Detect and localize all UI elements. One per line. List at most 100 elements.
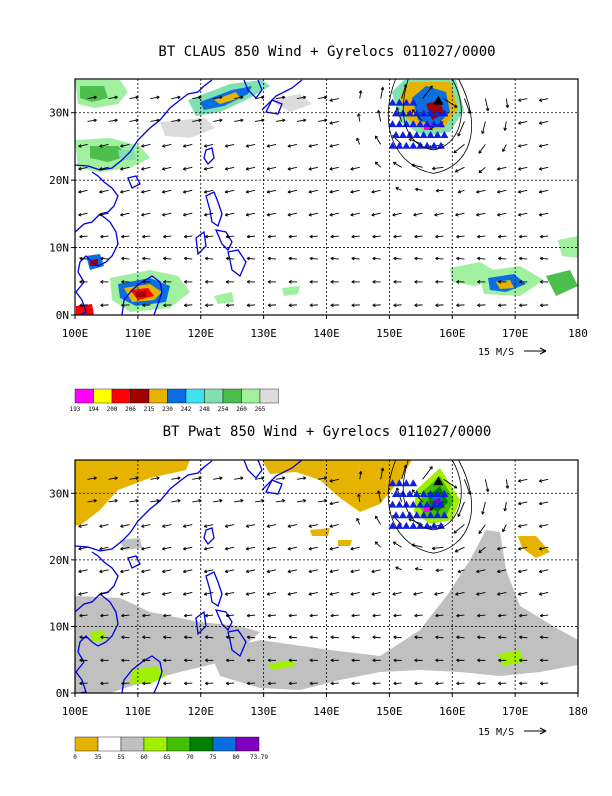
wind-vector [276,477,285,480]
wind-vector [331,636,339,639]
colorbar-label: 193 [70,406,81,413]
wind-vector [539,167,548,170]
wind-vector [183,592,192,595]
wind-vector [373,235,381,238]
wind-vector [142,257,150,260]
gyre-triangle [395,501,403,508]
wind-vector [518,144,527,147]
colorbar-swatch [260,389,279,403]
wind-vector [268,614,276,617]
wind-vector [226,614,234,617]
wind-vector [330,570,339,573]
wind-vector [100,525,109,528]
wind-vector [120,190,129,193]
wind-vector [267,213,276,216]
wind-vector [497,190,506,193]
wind-vector [309,570,318,573]
wind-vector [436,257,444,260]
wind-vector [267,547,276,550]
wind-vector [184,257,192,260]
wind-vector [373,280,381,283]
wind-vector [141,547,150,550]
wind-vector [456,682,464,685]
wind-vector [436,280,444,283]
gyre-triangle [392,131,400,138]
wind-vector [394,235,402,238]
wind-vector [318,499,327,502]
wind-vector [226,235,234,238]
colorbar-swatch [131,389,150,403]
pwat-patch [310,528,330,536]
cloud-patch [214,292,234,304]
coastline [216,230,232,250]
y-tick-label: 10N [49,620,69,633]
colorbar-label: 35 [94,754,102,761]
wind-vector [357,114,360,122]
wind-vector [226,682,234,685]
wind-vector [101,257,109,260]
y-tick-label: 10N [49,242,69,255]
wind-vector [309,190,318,193]
colorbar-label: 230 [162,406,173,413]
wind-vector [415,568,422,571]
wind-vector [456,235,464,238]
wind-vector [120,213,129,216]
wind-vector [498,682,506,685]
wind-vector [234,119,243,122]
wind-vector [288,167,297,170]
wind-vector [120,592,129,595]
pwat-patch [90,630,106,642]
wind-vector [506,479,509,488]
wind-vector [330,213,339,216]
gyre-triangle [402,501,410,508]
wind-vector [330,167,339,170]
wind-vector [351,190,360,193]
wind-vector [503,525,507,532]
wind-vector [352,682,360,685]
wind-vector [101,304,109,307]
x-tick-label: 110E [125,705,152,718]
wind-vector [415,280,423,283]
x-tick-label: 100E [62,327,89,340]
pwat-reference-vector: 15 M/S [478,727,546,738]
wind-vector [539,213,548,216]
wind-vector [330,502,339,505]
colorbar-swatch [121,737,144,751]
wind-vector [373,682,381,685]
wind-vector [518,167,527,170]
wind-vector [297,477,306,480]
wind-vector [213,499,222,502]
wind-vector [539,570,548,573]
wind-vector [479,144,485,153]
wind-vector [247,257,255,260]
wind-vector [357,518,360,524]
wind-vector [246,570,255,573]
x-tick-label: 140E [313,705,340,718]
wind-vector [79,547,88,550]
wind-vector [373,304,381,307]
wind-vector [504,502,507,511]
wind-vector [171,499,180,502]
colorbar-swatch [75,389,94,403]
wind-vector [352,257,360,260]
wind-vector [225,525,234,528]
wind-vector [454,144,465,152]
wind-vector [498,257,506,260]
wind-vector [540,682,548,685]
wind-vector [184,235,192,238]
wind-vector [415,304,423,307]
cloud-patch [282,286,300,296]
cloud-patch [546,270,578,296]
wind-vector [456,304,464,307]
wind-vector [331,235,339,238]
wind-vector [268,280,276,283]
pwat-patch [210,530,578,690]
wind-vector [331,257,339,260]
wind-vector [485,479,489,491]
coastline [228,250,246,276]
wind-vector [192,477,201,480]
wind-vector [205,614,213,617]
wind-vector [497,167,506,170]
wind-vector [331,614,339,617]
wind-vector [372,190,381,193]
